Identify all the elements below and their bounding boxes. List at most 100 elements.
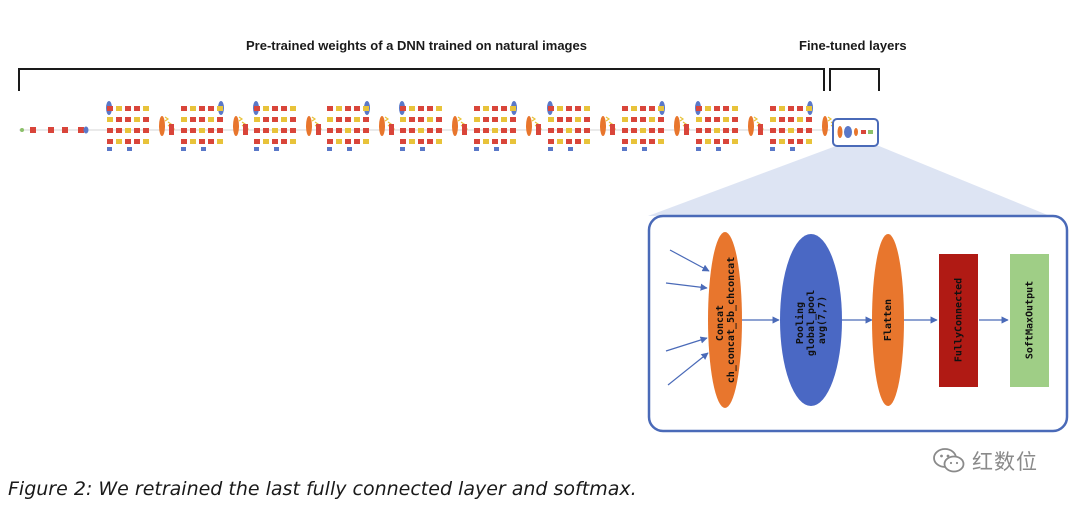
strip-node: [290, 106, 296, 111]
strip-node: [190, 117, 196, 122]
strip-node: [548, 117, 554, 122]
strip-node: [714, 139, 720, 144]
layer-fullyconnected: FullyConnected: [939, 254, 978, 387]
strip-node: [125, 139, 131, 144]
strip-node: [494, 147, 499, 151]
strip-node: [788, 128, 794, 133]
strip-node: [233, 116, 239, 136]
strip-node: [492, 139, 498, 144]
strip-node: [684, 124, 689, 135]
pretrained-bracket: [18, 68, 825, 91]
strip-node: [83, 126, 89, 134]
strip-node: [566, 128, 572, 133]
strip-node: [492, 117, 498, 122]
strip-node: [263, 106, 269, 111]
strip-node: [363, 128, 369, 133]
strip-node: [217, 117, 223, 122]
strip-node: [770, 139, 776, 144]
pretrained-weights-label: Pre-trained weights of a DNN trained on …: [246, 38, 587, 53]
strip-node: [732, 106, 738, 111]
strip-node: [658, 139, 664, 144]
strip-node: [143, 139, 149, 144]
strip-node: [418, 106, 424, 111]
strip-node: [797, 117, 803, 122]
strip-node: [622, 117, 628, 122]
strip-node: [548, 147, 553, 151]
strip-node: [190, 106, 196, 111]
strip-node: [716, 147, 721, 151]
strip-node: [788, 117, 794, 122]
strip-node: [107, 117, 113, 122]
strip-node: [78, 127, 84, 133]
strip-node: [272, 117, 278, 122]
strip-node: [797, 139, 803, 144]
watermark-text: 红数位: [972, 450, 1038, 474]
strip-node: [548, 106, 554, 111]
strip-node: [116, 128, 122, 133]
strip-node: [345, 139, 351, 144]
strip-node: [125, 117, 131, 122]
strip-node: [770, 147, 775, 151]
strip-node: [501, 128, 507, 133]
strip-node: [363, 106, 369, 111]
strip-node: [125, 106, 131, 111]
strip-node: [379, 116, 385, 136]
strip-node: [354, 106, 360, 111]
strip-node: [400, 139, 406, 144]
strip-node: [272, 139, 278, 144]
strip-node: [779, 117, 785, 122]
strip-node: [327, 106, 333, 111]
strip-node: [827, 116, 833, 122]
strip-node: [631, 139, 637, 144]
strip-node: [642, 147, 647, 151]
strip-node: [243, 124, 248, 135]
strip-node: [281, 106, 287, 111]
strip-node: [705, 128, 711, 133]
strip-node: [436, 128, 442, 133]
strip-node: [125, 128, 131, 133]
strip-node: [584, 106, 590, 111]
zoom-wedge: [648, 146, 1050, 216]
strip-node: [327, 139, 333, 144]
strip-node: [30, 127, 36, 133]
strip-node: [134, 106, 140, 111]
strip-node: [483, 128, 489, 133]
wechat-icon: [933, 448, 965, 473]
strip-node: [336, 139, 342, 144]
strip-node: [116, 139, 122, 144]
strip-node: [400, 128, 406, 133]
strip-node: [649, 128, 655, 133]
strip-node: [457, 116, 463, 122]
strip-node: [409, 117, 415, 122]
strip-node: [116, 106, 122, 111]
strip-node: [631, 117, 637, 122]
strip-node: [557, 139, 563, 144]
strip-node: [510, 106, 516, 111]
strip-node: [705, 117, 711, 122]
strip-node: [770, 106, 776, 111]
strip-node: [238, 116, 244, 122]
strip-node: [501, 106, 507, 111]
strip-node: [610, 124, 615, 135]
strip-node: [354, 117, 360, 122]
strip-node: [208, 106, 214, 111]
strip-node: [427, 128, 433, 133]
strip-node: [327, 128, 333, 133]
strip-node: [640, 117, 646, 122]
strip-node: [649, 106, 655, 111]
strip-node: [336, 106, 342, 111]
strip-node: [181, 147, 186, 151]
finetuned-mini-nodes: [837, 126, 873, 138]
strip-node: [674, 116, 680, 136]
strip-node: [263, 117, 269, 122]
layer-flatten: Flatten: [872, 234, 904, 406]
strip-node: [622, 106, 628, 111]
strip-node: [557, 128, 563, 133]
strip-node: [107, 139, 113, 144]
strip-node: [389, 124, 394, 135]
strip-node: [181, 117, 187, 122]
strip-node: [649, 139, 655, 144]
strip-node: [400, 117, 406, 122]
strip-node: [732, 139, 738, 144]
figure-caption: Figure 2: We retrained the last fully co…: [8, 478, 637, 500]
